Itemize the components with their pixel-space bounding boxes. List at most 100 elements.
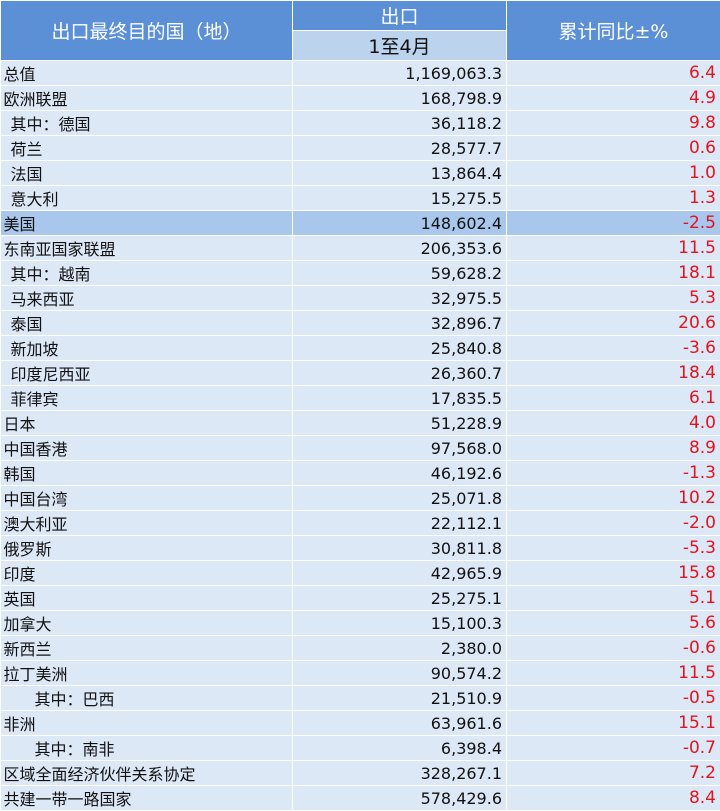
row-yoy: -2.0 xyxy=(507,511,720,536)
row-value: 148,602.4 xyxy=(293,211,507,236)
row-name: 泰国 xyxy=(1,311,293,336)
row-yoy: 18.4 xyxy=(507,361,720,386)
row-name: 俄罗斯 xyxy=(1,536,293,561)
row-name: 其中：南非 xyxy=(1,736,293,761)
row-yoy: 8.4 xyxy=(507,786,720,811)
header-yoy: 累计同比±% xyxy=(507,1,720,61)
row-value: 328,267.1 xyxy=(293,761,507,786)
row-value: 32,896.7 xyxy=(293,311,507,336)
row-yoy: -2.5 xyxy=(507,211,720,236)
row-yoy: -0.6 xyxy=(507,636,720,661)
row-name: 欧洲联盟 xyxy=(1,86,293,111)
row-name: 中国香港 xyxy=(1,436,293,461)
row-name: 菲律宾 xyxy=(1,386,293,411)
row-yoy: 1.0 xyxy=(507,161,720,186)
row-value: 1,169,063.3 xyxy=(293,61,507,86)
row-value: 59,628.2 xyxy=(293,261,507,286)
row-name: 共建一带一路国家 xyxy=(1,786,293,811)
row-yoy: 6.1 xyxy=(507,386,720,411)
row-value: 15,100.3 xyxy=(293,611,507,636)
row-yoy: -3.6 xyxy=(507,336,720,361)
row-value: 22,112.1 xyxy=(293,511,507,536)
row-name: 东南亚国家联盟 xyxy=(1,236,293,261)
row-name: 美国 xyxy=(1,211,293,236)
row-name: 荷兰 xyxy=(1,136,293,161)
row-yoy: -1.3 xyxy=(507,461,720,486)
row-yoy: -0.7 xyxy=(507,736,720,761)
row-value: 90,574.2 xyxy=(293,661,507,686)
row-value: 97,568.0 xyxy=(293,436,507,461)
row-value: 25,275.1 xyxy=(293,586,507,611)
row-value: 26,360.7 xyxy=(293,361,507,386)
row-value: 30,811.8 xyxy=(293,536,507,561)
row-yoy: 4.0 xyxy=(507,411,720,436)
row-value: 28,577.7 xyxy=(293,136,507,161)
row-yoy: 18.1 xyxy=(507,261,720,286)
row-name: 中国台湾 xyxy=(1,486,293,511)
row-value: 25,071.8 xyxy=(293,486,507,511)
row-name: 加拿大 xyxy=(1,611,293,636)
row-name: 日本 xyxy=(1,411,293,436)
row-name: 其中：德国 xyxy=(1,111,293,136)
row-name: 拉丁美洲 xyxy=(1,661,293,686)
row-name: 英国 xyxy=(1,586,293,611)
row-name: 其中：越南 xyxy=(1,261,293,286)
row-yoy: 10.2 xyxy=(507,486,720,511)
row-yoy: 5.6 xyxy=(507,611,720,636)
row-value: 36,118.2 xyxy=(293,111,507,136)
row-name: 其中：巴西 xyxy=(1,686,293,711)
row-value: 25,840.8 xyxy=(293,336,507,361)
row-value: 2,380.0 xyxy=(293,636,507,661)
row-yoy: -5.3 xyxy=(507,536,720,561)
row-yoy: 15.1 xyxy=(507,711,720,736)
row-yoy: 7.2 xyxy=(507,761,720,786)
row-value: 21,510.9 xyxy=(293,686,507,711)
row-yoy: 9.8 xyxy=(507,111,720,136)
row-name: 非洲 xyxy=(1,711,293,736)
row-yoy: -0.5 xyxy=(507,686,720,711)
row-value: 17,835.5 xyxy=(293,386,507,411)
row-yoy: 11.5 xyxy=(507,661,720,686)
row-yoy: 15.8 xyxy=(507,561,720,586)
row-yoy: 1.3 xyxy=(507,186,720,211)
row-value: 578,429.6 xyxy=(293,786,507,811)
row-name: 印度 xyxy=(1,561,293,586)
row-value: 13,864.4 xyxy=(293,161,507,186)
row-value: 46,192.6 xyxy=(293,461,507,486)
row-value: 32,975.5 xyxy=(293,286,507,311)
row-name: 印度尼西亚 xyxy=(1,361,293,386)
row-value: 42,965.9 xyxy=(293,561,507,586)
row-name: 新西兰 xyxy=(1,636,293,661)
row-yoy: 5.3 xyxy=(507,286,720,311)
row-yoy: 4.9 xyxy=(507,86,720,111)
row-value: 206,353.6 xyxy=(293,236,507,261)
header-period: 1至4月 xyxy=(293,31,507,61)
row-yoy: 8.9 xyxy=(507,436,720,461)
row-yoy: 0.6 xyxy=(507,136,720,161)
